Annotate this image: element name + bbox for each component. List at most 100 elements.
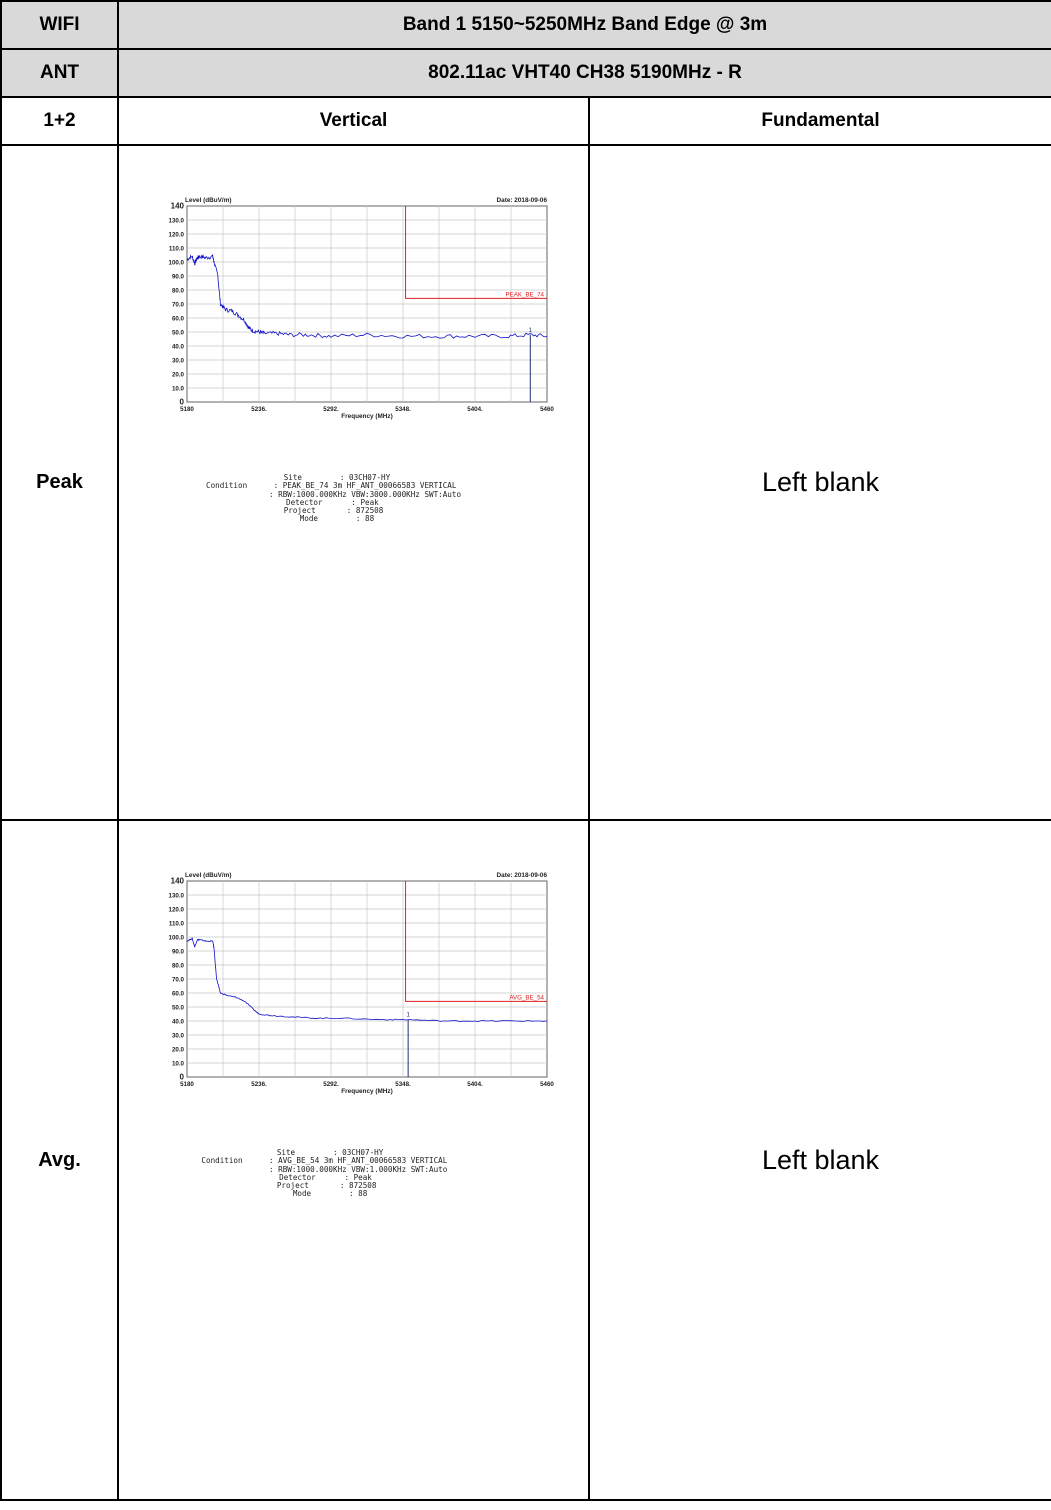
y-tick-label: 70.0 bbox=[172, 977, 185, 984]
x-tick-label: 5236. bbox=[251, 406, 267, 413]
meta-key: Condition bbox=[206, 481, 248, 491]
y-tick-label: 120.0 bbox=[169, 907, 185, 914]
limit-line-label: PEAK_BE_74 bbox=[505, 291, 544, 298]
meta-value: : AVG_BE_54 3m HF_ANT_00066583 VERTICAL bbox=[269, 1156, 448, 1166]
meta-value: : 872508 bbox=[339, 1181, 377, 1191]
peak-fundamental-blank: Left blank bbox=[587, 144, 1051, 821]
x-tick-label: 5180 bbox=[180, 1081, 194, 1088]
y-tick-label: 90.0 bbox=[172, 274, 185, 281]
y-tick-label: 40.0 bbox=[172, 1019, 185, 1026]
meta-key: Site bbox=[276, 1148, 296, 1157]
row-label-avg: Avg. bbox=[0, 819, 119, 1501]
meta-value: : 03CH07-HY bbox=[333, 1148, 384, 1157]
meta-line: Mode : 88 bbox=[175, 514, 461, 524]
y-tick-label: 130.0 bbox=[169, 893, 185, 900]
meta-value: : RBW:1000.000KHz VBW:1.000KHz SWT:Auto bbox=[269, 1164, 448, 1174]
y-tick-label: 90.0 bbox=[172, 949, 185, 956]
y-tick-label: 50.0 bbox=[172, 330, 185, 337]
y-tick-label: 50.0 bbox=[172, 1005, 185, 1012]
x-axis-label: Frequency (MHz) bbox=[341, 413, 392, 420]
y-tick-label: 20.0 bbox=[172, 1047, 185, 1054]
y-tick-label: 110.0 bbox=[169, 921, 185, 928]
row-label-peak: Peak bbox=[0, 144, 119, 821]
y-tick-label: 100.0 bbox=[169, 935, 185, 942]
meta-key: Detector bbox=[286, 497, 323, 507]
meta-line: : RBW:1000.000KHz VBW:1.000KHz SWT:Auto bbox=[175, 1164, 448, 1174]
peak-chart: 0 10.0 20.0 30.0 40.0 50.0 60.0 70.0 80.0 90.0 100… bbox=[169, 197, 555, 420]
peak-plot-meta: Site : 03CH07-HY Condition: PEAK_BE_74 3m … bbox=[175, 473, 461, 524]
meta-line: : RBW:1000.000KHz VBW:3000.000KHz SWT:Au… bbox=[175, 490, 461, 499]
y-tick-label: 10.0 bbox=[172, 1061, 185, 1068]
meta-key: Mode bbox=[299, 514, 318, 524]
meta-value: : 872508 bbox=[346, 506, 384, 516]
meta-line: Project : 872508 bbox=[175, 1181, 447, 1191]
x-tick-label: 5292. bbox=[323, 1081, 339, 1088]
polarization-header: Vertical bbox=[117, 96, 590, 146]
x-tick-label: 5404. bbox=[467, 1081, 483, 1088]
avg-fundamental-blank: Left blank bbox=[587, 819, 1051, 1501]
y-axis-label: Level (dBuV/m) bbox=[185, 872, 232, 879]
wifi-label: WIFI bbox=[0, 0, 119, 50]
marker-label: 1 bbox=[529, 327, 533, 334]
meta-key: Mode bbox=[292, 1189, 312, 1199]
meta-line: Project: 872508 bbox=[175, 506, 461, 516]
limit-line bbox=[405, 206, 547, 299]
x-tick-label: 5404. bbox=[467, 406, 483, 413]
y-tick-label: 10.0 bbox=[172, 386, 185, 393]
meta-line: Detector: Peak bbox=[175, 497, 461, 507]
x-tick-label: 5460 bbox=[540, 1081, 554, 1088]
y-tick-label: 0 bbox=[180, 398, 185, 407]
avg-plot-meta: Site : 03CH07-HY Condition : AVG_BE_54 3m H… bbox=[175, 1148, 448, 1199]
meta-value: : 03CH07-HY bbox=[339, 473, 391, 482]
y-tick-label: 70.0 bbox=[172, 302, 185, 309]
y-tick-label: 40.0 bbox=[172, 344, 185, 351]
mode-title: 802.11ac VHT40 CH38 5190MHz - R bbox=[116, 48, 1051, 98]
avg-chart: 0 10.0 20.0 30.0 40.0 50.0 60.0 70.0 80.0 90.0 100… bbox=[169, 872, 555, 1095]
date-label: Date: 2018-09-06 bbox=[497, 197, 548, 204]
y-tick-label: 100.0 bbox=[169, 260, 185, 267]
limit-line bbox=[405, 881, 547, 1002]
meta-key: Condition bbox=[201, 1156, 243, 1166]
trace-line bbox=[186, 254, 548, 339]
meta-key: Project bbox=[276, 1181, 309, 1191]
peak-plot-cell: 0 10.0 20.0 30.0 40.0 50.0 60.0 70.0 80.0 90.0 100… bbox=[117, 144, 590, 821]
peak-plot: 0 10.0 20.0 30.0 40.0 50.0 60.0 70.0 80.0 90.0 100… bbox=[119, 184, 589, 604]
antenna-combo-label: 1+2 bbox=[0, 96, 119, 146]
x-tick-label: 5348. bbox=[395, 406, 411, 413]
y-tick-label: 30.0 bbox=[172, 358, 185, 365]
y-tick-label: 130.0 bbox=[169, 218, 185, 225]
x-tick-label: 5292. bbox=[323, 406, 339, 413]
y-tick-label: 60.0 bbox=[172, 991, 185, 998]
y-tick-label: 140 bbox=[171, 202, 185, 211]
y-tick-label: 20.0 bbox=[172, 372, 185, 379]
meta-key: Detector bbox=[279, 1172, 316, 1182]
meta-value: : 88 bbox=[349, 1189, 368, 1199]
meta-value: : Peak bbox=[344, 1172, 372, 1182]
meta-line: Condition : AVG_BE_54 3m HF_ANT_00066583 … bbox=[175, 1156, 448, 1166]
y-tick-label: 140 bbox=[171, 877, 185, 886]
y-tick-label: 60.0 bbox=[172, 316, 185, 323]
meta-line: Site : 03CH07-HY bbox=[175, 1148, 447, 1157]
y-axis-label: Level (dBuV/m) bbox=[185, 197, 232, 204]
y-tick-label: 80.0 bbox=[172, 288, 185, 295]
y-tick-label: 110.0 bbox=[169, 246, 185, 253]
meta-line: Site : 03CH07-HY bbox=[175, 473, 461, 482]
band-title: Band 1 5150~5250MHz Band Edge @ 3m bbox=[116, 0, 1051, 50]
marker-label: 1 bbox=[406, 1012, 410, 1019]
x-tick-label: 5348. bbox=[395, 1081, 411, 1088]
y-tick-label: 30.0 bbox=[172, 1033, 185, 1040]
trace-line bbox=[186, 937, 548, 1023]
meta-line: Detector : Peak bbox=[175, 1172, 447, 1182]
x-tick-label: 5460 bbox=[540, 406, 554, 413]
meta-key: Site bbox=[283, 473, 302, 482]
fundamental-header: Fundamental bbox=[587, 96, 1051, 146]
limit-line-label: AVG_BE_54 bbox=[509, 994, 544, 1001]
avg-plot-cell: 0 10.0 20.0 30.0 40.0 50.0 60.0 70.0 80.0 90.0 100… bbox=[117, 819, 590, 1501]
avg-plot: 0 10.0 20.0 30.0 40.0 50.0 60.0 70.0 80.0 90.0 100… bbox=[119, 859, 589, 1279]
meta-line: Mode : 88 bbox=[175, 1189, 447, 1199]
x-tick-label: 5236. bbox=[251, 1081, 267, 1088]
meta-line: Condition: PEAK_BE_74 3m HF_ANT_00066583… bbox=[175, 481, 461, 491]
date-label: Date: 2018-09-06 bbox=[497, 872, 548, 879]
meta-value: : 88 bbox=[355, 514, 375, 524]
